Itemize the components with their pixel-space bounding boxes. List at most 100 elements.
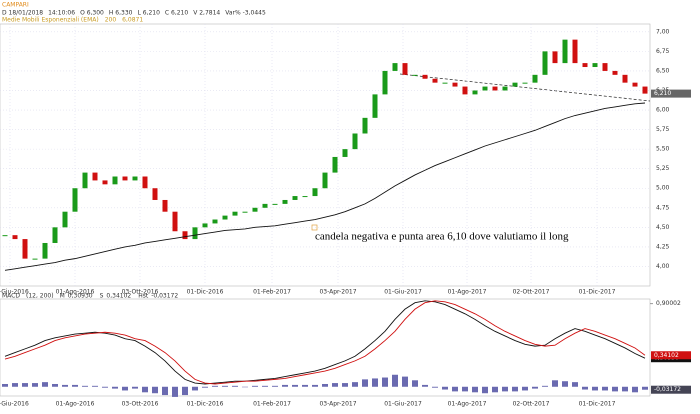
- candle: [232, 211, 238, 216]
- histogram-bar: [292, 384, 298, 387]
- candle: [272, 203, 278, 205]
- macd-legend-value: 0,30930: [68, 293, 93, 300]
- candle: [372, 94, 378, 118]
- histogram-bar: [152, 386, 158, 394]
- candle: [202, 223, 208, 228]
- candle: [502, 86, 508, 91]
- histogram-bar: [542, 385, 548, 387]
- histogram-bar: [572, 382, 578, 387]
- candle: [2, 235, 8, 237]
- histogram-bar: [102, 386, 108, 388]
- x-tick-label: 01-Dic-2016: [187, 289, 224, 296]
- header-item: 14:10:06: [48, 10, 75, 17]
- header-item: D 18/01/2018: [2, 10, 43, 17]
- signal-line: [4, 300, 646, 385]
- x-tick-label: 03-Ott-2016: [122, 289, 159, 296]
- histogram-bar: [612, 386, 618, 392]
- x-tick-label: 01-Ago-2017: [448, 401, 487, 408]
- candle: [512, 82, 518, 87]
- histogram-bar: [72, 384, 78, 387]
- header-item: C 6,210: [165, 10, 188, 17]
- histogram-bar: [282, 384, 288, 387]
- x-tick-label: 02-Ott-2017: [513, 401, 550, 408]
- y-tick-label: 5,00: [656, 185, 670, 192]
- candle: [612, 70, 618, 75]
- trendline: [399, 73, 651, 102]
- ema-item: Medie Mobili Esponenziali (EMA): [2, 17, 99, 24]
- histogram-bar: [32, 383, 38, 387]
- histogram-bar: [252, 385, 258, 387]
- histogram-bar: [412, 380, 418, 387]
- candle: [122, 176, 128, 181]
- last-value-label: 6,210: [654, 90, 671, 97]
- histogram-bar: [322, 383, 328, 387]
- header-item: H 6,330: [109, 10, 133, 17]
- candle: [452, 82, 458, 87]
- candle: [82, 172, 88, 189]
- histogram-bar: [442, 386, 448, 390]
- candle: [642, 86, 648, 94]
- macd-title: MACD: [2, 293, 20, 300]
- histogram-bar: [142, 386, 148, 393]
- x-tick-label: 01-Ago-2016: [56, 401, 95, 408]
- candle: [92, 172, 98, 181]
- candle: [492, 86, 498, 91]
- y-tick-label: 6,50: [656, 67, 670, 74]
- histogram-bar: [402, 376, 408, 387]
- y-tick-label: 5,50: [656, 146, 670, 153]
- macd-legend-value: -0,03172: [151, 293, 178, 300]
- candle: [312, 188, 318, 197]
- macd-legend-name: S: [100, 293, 104, 300]
- histogram-bar: [272, 385, 278, 387]
- candle: [322, 172, 328, 189]
- histogram-bar: [22, 383, 28, 387]
- histogram-bar: [242, 386, 248, 388]
- last-value-label: -0,03172: [654, 386, 681, 393]
- histogram-bar: [82, 385, 88, 387]
- histogram-bar: [112, 386, 118, 389]
- macd-line: [4, 300, 646, 385]
- candle: [382, 70, 388, 95]
- candle: [192, 227, 198, 240]
- candle: [392, 63, 398, 71]
- candle: [572, 39, 578, 64]
- candle: [292, 196, 298, 200]
- histogram-bar: [332, 383, 338, 387]
- header-item: L 6,210: [137, 10, 160, 17]
- symbol: CAMPARI: [2, 2, 29, 9]
- candle: [562, 39, 568, 64]
- candle: [112, 176, 118, 185]
- histogram-bar: [462, 386, 468, 392]
- histogram-bar: [592, 386, 598, 391]
- candle: [42, 242, 48, 259]
- y-tick-label: 5,75: [656, 126, 670, 133]
- histogram-bar: [172, 386, 178, 397]
- x-tick-label: 03-Apr-2017: [319, 401, 356, 408]
- histogram-bar: [302, 384, 308, 387]
- candle: [62, 211, 68, 228]
- candle: [602, 63, 608, 71]
- histogram-bar: [512, 386, 518, 392]
- candle: [152, 188, 158, 200]
- histogram-bar: [502, 386, 508, 392]
- histogram-bar: [2, 383, 8, 387]
- histogram-bar: [532, 386, 538, 389]
- last-value-label: 0,34102: [654, 352, 679, 359]
- x-tick-label: 01-Dic-2017: [579, 289, 616, 296]
- histogram-bar: [122, 386, 128, 391]
- histogram-bar: [192, 386, 198, 391]
- candle: [422, 74, 428, 79]
- candle: [462, 86, 468, 95]
- histogram-bar: [422, 384, 428, 387]
- ema-line: [4, 102, 646, 271]
- candle: [482, 86, 488, 91]
- y-tick-label: 6,00: [656, 107, 670, 114]
- histogram-bar: [392, 374, 398, 387]
- y-tick-label: 4,75: [656, 204, 670, 211]
- candle: [12, 235, 18, 240]
- candle: [162, 199, 168, 212]
- x-tick-label: 01-Feb-2017: [253, 289, 291, 296]
- candle: [252, 207, 258, 212]
- x-tick-label: 03-Ott-2016: [122, 401, 159, 408]
